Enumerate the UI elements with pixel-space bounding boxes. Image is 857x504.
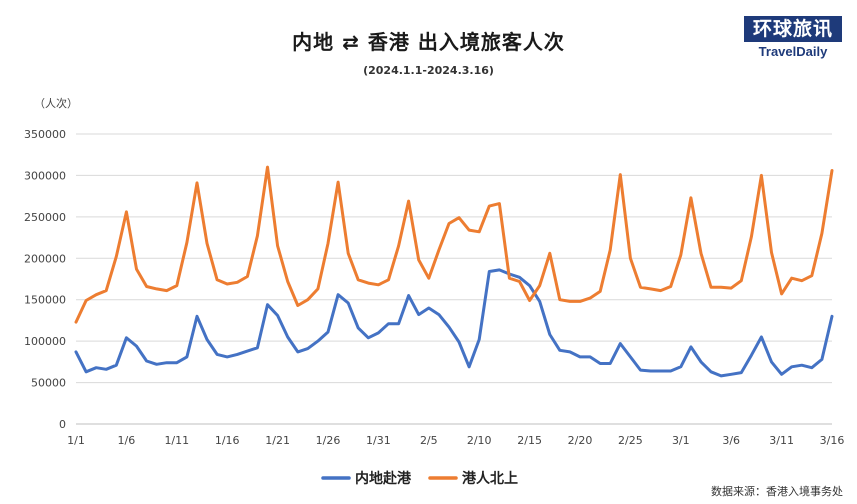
x-tick-label: 1/31 (366, 434, 391, 447)
x-tick-label: 2/5 (420, 434, 438, 447)
logo-en-text: TravelDaily (758, 44, 828, 59)
x-tick-label: 1/26 (316, 434, 341, 447)
legend-label-2: 港人北上 (462, 470, 518, 487)
y-tick-label: 100000 (24, 335, 66, 348)
chart-title: 内地 ⇄ 香港 出入境旅客人次 (292, 30, 565, 54)
y-tick-label: 350000 (24, 128, 66, 141)
x-tick-label: 1/1 (67, 434, 85, 447)
x-tick-label: 1/16 (215, 434, 240, 447)
x-tick-label: 2/25 (618, 434, 643, 447)
y-tick-label: 300000 (24, 169, 66, 182)
traveldaily-logo: 环球旅讯 TravelDaily (744, 16, 842, 64)
x-tick-label: 1/6 (118, 434, 136, 447)
y-axis-unit-label: （人次） (34, 97, 78, 110)
y-tick-label: 250000 (24, 211, 66, 224)
chart-subtitle: (2024.1.1-2024.3.16) (363, 64, 494, 77)
x-tick-label: 3/16 (820, 434, 845, 447)
x-tick-label: 1/11 (164, 434, 189, 447)
x-tick-label: 3/1 (672, 434, 690, 447)
data-source-note: 数据来源：香港入境事务处 (711, 485, 843, 498)
series-line-2 (74, 165, 834, 324)
legend-label-1: 内地赴港 (355, 470, 412, 487)
x-tick-label: 3/11 (769, 434, 794, 447)
x-tick-label: 2/15 (517, 434, 542, 447)
y-tick-label: 200000 (24, 252, 66, 265)
series-line-1 (74, 268, 834, 378)
y-tick-label: 150000 (24, 294, 66, 307)
y-tick-label: 0 (59, 418, 66, 431)
x-tick-label: 2/10 (467, 434, 492, 447)
x-tick-label: 2/20 (568, 434, 593, 447)
x-tick-label: 1/21 (265, 434, 290, 447)
logo-cn-text: 环球旅讯 (744, 16, 842, 42)
x-tick-label: 3/6 (722, 434, 740, 447)
y-tick-label: 50000 (31, 377, 66, 390)
